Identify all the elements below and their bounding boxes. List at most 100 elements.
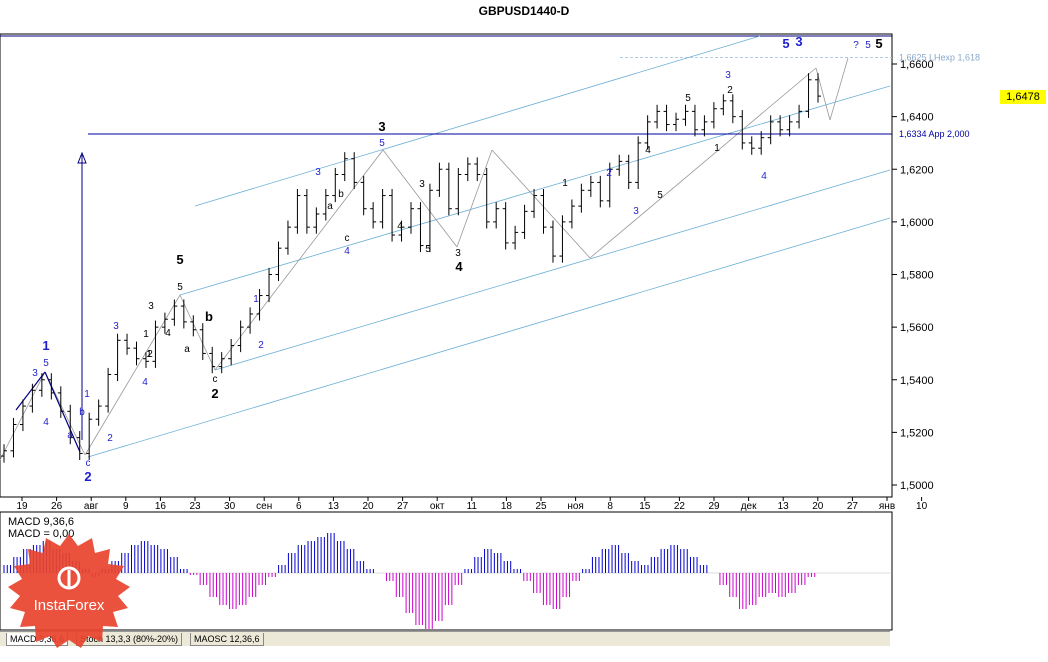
x-tick-label: 18	[501, 501, 513, 512]
wave-label: 3	[419, 179, 425, 190]
y-tick-label: 1,5000	[900, 480, 934, 492]
level-lines: 1,6625 LHexp 1,618 1,6334 App 2,000	[88, 52, 980, 139]
macd-histogram	[0, 533, 892, 629]
x-tick-label: 11	[467, 501, 478, 512]
x-tick-label: окт	[430, 501, 445, 512]
indicator-tab-bar: MACD 9,36,6 Stoch 13,3,3 (80%-20%) MAOSC…	[0, 631, 890, 646]
wave-label: 2	[606, 168, 612, 179]
x-tick-label: дек	[741, 501, 757, 512]
wave-connector	[214, 149, 384, 371]
wave-label: 3	[113, 321, 119, 332]
wave-label: 5	[425, 244, 431, 255]
x-tick-label: 16	[155, 501, 167, 512]
wave-connector-blue	[44, 371, 81, 453]
wave-label: 1	[253, 294, 259, 305]
wave-label: 4	[165, 328, 171, 339]
wave-label: 2	[147, 349, 153, 360]
x-tick-label: янв	[879, 501, 895, 512]
x-tick-label: 20	[362, 501, 374, 512]
x-tick-label: 29	[708, 501, 720, 512]
level-label: 1,6625 LHexp 1,618	[899, 52, 980, 62]
wave-label: ?	[853, 40, 859, 51]
x-tick-label: 25	[535, 501, 547, 512]
wave-label: 3	[148, 301, 154, 312]
y-tick-label: 1,5200	[900, 427, 934, 439]
x-axis: 19 26 авг 9 16 23 30 сен 6 13 20 27 окт 11 18 25 ноя 8 15 2…	[16, 497, 928, 512]
wave-label: 1	[143, 329, 149, 340]
wave-connector	[179, 294, 216, 371]
wave-label: c	[213, 374, 218, 385]
wave-label: 4	[455, 259, 463, 274]
x-tick-label: 23	[189, 501, 201, 512]
x-tick-label: 15	[639, 501, 651, 512]
wave-connector	[829, 57, 849, 121]
wave-labels: 1534abc2123451abc212345312345abc34512345…	[0, 0, 883, 484]
wave-label: 5	[176, 252, 183, 267]
wave-label: 3	[455, 248, 461, 259]
y-tick-label: 1,5600	[900, 322, 934, 334]
channel-lines	[0, 35, 891, 461]
plot-frame	[0, 33, 893, 498]
wave-label: 1	[84, 389, 90, 400]
channel-line	[214, 169, 891, 371]
wave-connector	[589, 67, 817, 259]
x-tick-label: 27	[847, 501, 859, 512]
wave-label: 4	[397, 221, 403, 232]
wave-label: b	[338, 189, 344, 200]
tab-maosc[interactable]: MAOSC 12,36,6	[190, 633, 264, 646]
wave-label: 3	[315, 167, 321, 178]
current-price-marker: 1,6478	[1000, 90, 1046, 104]
x-tick-label: 13	[778, 501, 790, 512]
wave-label: c	[86, 458, 91, 469]
wave-connector	[491, 149, 591, 259]
x-tick-label: сен	[256, 501, 272, 512]
channel-line	[194, 35, 761, 207]
logo-starburst	[8, 534, 130, 648]
level-label: 1,6334 App 2,000	[899, 129, 970, 139]
wave-label: 5	[875, 36, 882, 51]
wave-label: 5	[0, 0, 3, 3]
x-tick-label: 6	[296, 501, 302, 512]
y-tick-label: 1,6200	[900, 164, 934, 176]
wave-connector	[382, 149, 458, 248]
indicator-frame	[0, 511, 893, 631]
y-tick-label: 1,6600	[900, 59, 934, 71]
wave-label: a	[327, 201, 333, 212]
x-tick-label: 27	[397, 501, 409, 512]
wave-label: 5	[657, 190, 663, 201]
wave-label: a	[67, 430, 73, 441]
wave-label: 1	[42, 338, 49, 353]
wave-label: 3	[633, 206, 639, 217]
wave-label: 1	[146, 349, 152, 360]
wave-label: 4	[43, 417, 49, 428]
logo-text: InstaForex	[34, 597, 105, 614]
logo-mark-icon	[57, 566, 81, 590]
wave-label: c	[345, 233, 350, 244]
wave-label: 2	[211, 386, 218, 401]
x-tick-label: 30	[224, 501, 236, 512]
wave-label: 5	[865, 40, 871, 51]
arrow-head	[77, 151, 87, 164]
channel-line	[87, 217, 891, 458]
y-tick-label: 1,6000	[900, 217, 934, 229]
wave-label: 2	[84, 469, 91, 484]
wave-label: 1	[714, 143, 720, 154]
y-axis: 1,6600 1,6400 1,6200 1,6000 1,5800 1,5600 1,54…	[892, 59, 934, 492]
wave-label: 5	[782, 36, 789, 51]
wave-label: 5	[379, 138, 385, 149]
x-tick-label: 26	[51, 501, 63, 512]
wave-label: 5	[43, 358, 49, 369]
candles	[1, 73, 821, 463]
wave-label: 3	[795, 34, 802, 49]
indicator-value: MACD = 0,00	[8, 528, 75, 540]
channel-line	[179, 85, 891, 296]
x-tick-label: 8	[607, 501, 613, 512]
x-tick-label: 10	[916, 501, 928, 512]
y-tick-label: 1,6400	[900, 112, 934, 124]
wave-label: a	[184, 344, 190, 355]
x-tick-label: 20	[812, 501, 824, 512]
x-tick-label: ноя	[567, 501, 584, 512]
wave-label: 5	[177, 282, 183, 293]
